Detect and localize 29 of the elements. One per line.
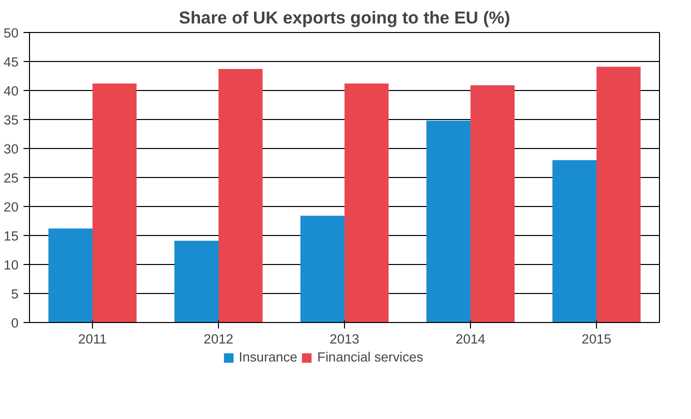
bar (426, 120, 470, 322)
bar (300, 216, 344, 322)
y-tick-label: 30 (4, 142, 19, 156)
y-tick-label: 50 (4, 26, 19, 40)
x-tick-label: 2012 (204, 332, 234, 346)
x-tick-label: 2014 (456, 332, 486, 346)
bar (92, 84, 137, 322)
bar (552, 160, 596, 322)
bar (48, 228, 92, 322)
bar (596, 66, 641, 322)
chart-title: Share of UK exports going to the EU (%) (178, 8, 510, 28)
y-tick-label: 35 (4, 112, 19, 128)
y-tick-label: 40 (4, 84, 19, 98)
bar (174, 240, 218, 322)
y-tick-label: 0 (11, 316, 19, 330)
y-tick-label: 45 (4, 54, 19, 70)
y-tick-label: 10 (4, 258, 19, 272)
y-tick-label: 20 (4, 200, 19, 214)
bar (344, 84, 389, 322)
y-tick-label: 15 (4, 228, 19, 244)
bar (218, 69, 263, 322)
y-tick-label: 25 (4, 170, 19, 186)
x-tick-label: 2013 (330, 332, 360, 346)
x-tick-label: 2015 (582, 332, 612, 346)
y-tick-label: 5 (11, 286, 19, 302)
legend-label: Insurance (238, 350, 298, 364)
bar (470, 85, 515, 322)
legend-label: Financial services (317, 350, 424, 364)
x-tick-label: 2011 (78, 332, 107, 346)
